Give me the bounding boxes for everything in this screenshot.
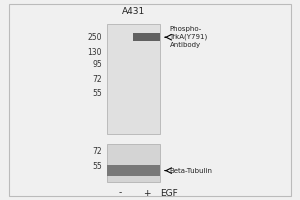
Text: Phospho-
TrkA(Y791)
Antibody: Phospho- TrkA(Y791) Antibody	[169, 26, 208, 48]
Text: EGF: EGF	[160, 188, 178, 198]
Text: 55: 55	[92, 162, 102, 171]
Bar	[106, 144, 160, 182]
Text: Beta-Tubulin: Beta-Tubulin	[169, 168, 212, 174]
Text: 95: 95	[92, 60, 102, 69]
Text: +: +	[143, 188, 151, 198]
Bar	[106, 165, 134, 176]
Bar	[134, 165, 160, 176]
Text: 250: 250	[88, 33, 102, 42]
Bar	[134, 33, 160, 41]
Bar	[106, 24, 160, 134]
Text: A431: A431	[122, 7, 145, 16]
Text: 72: 72	[92, 74, 102, 84]
Text: 72: 72	[92, 147, 102, 156]
Text: -: -	[118, 188, 122, 198]
Text: 55: 55	[92, 89, 102, 98]
Text: 130: 130	[88, 48, 102, 57]
